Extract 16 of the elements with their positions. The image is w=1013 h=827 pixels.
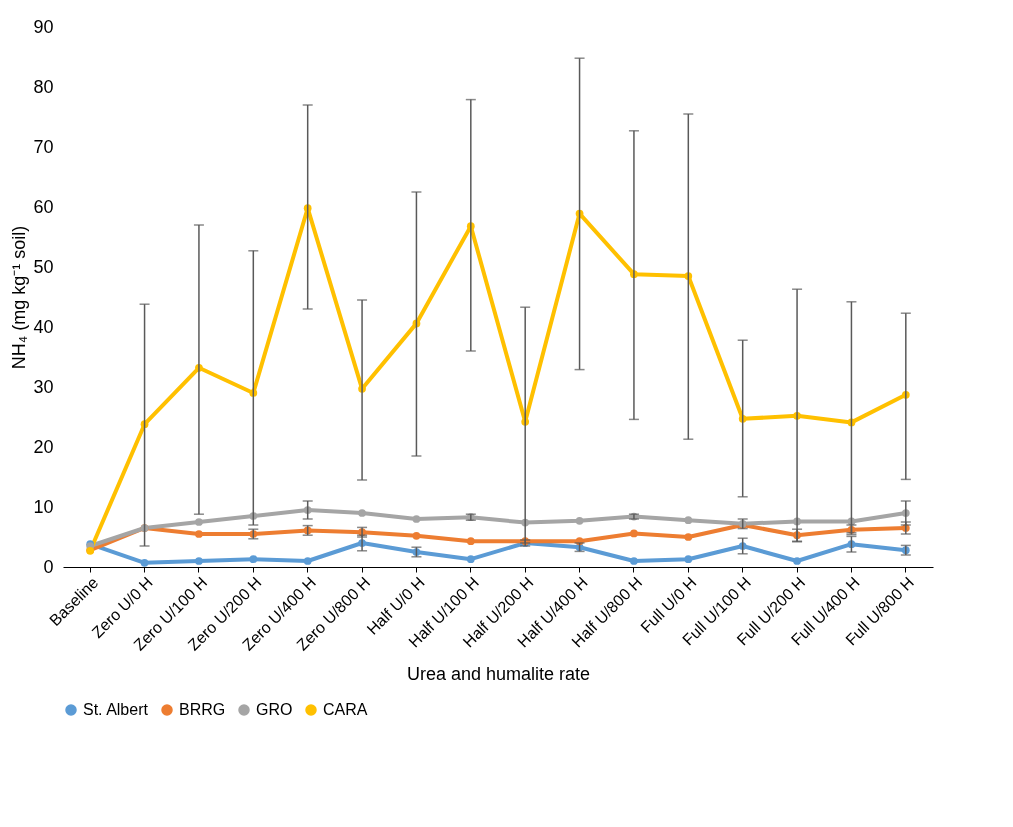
y-tick-label: 20 [33,436,54,457]
legend-label: BRRG [179,701,226,718]
legend-label: GRO [256,701,293,718]
y-axis-title: NH₄ (mg kg⁻¹ soil) [9,225,30,370]
y-tick-label: 50 [33,256,54,277]
y-tick-label: 10 [33,496,54,517]
y-tick-label: 60 [33,196,54,217]
legend-label: CARA [323,701,368,718]
y-tick-label: 30 [33,376,54,397]
x-axis-title: Urea and humalite rate [406,663,591,684]
y-tick-label: 0 [43,556,54,577]
y-tick-label: 70 [33,136,54,157]
legend-label: St. Albert [83,701,149,718]
y-tick-label: 80 [33,76,54,97]
y-tick-label: 40 [33,316,54,337]
y-tick-label: 90 [33,16,54,37]
